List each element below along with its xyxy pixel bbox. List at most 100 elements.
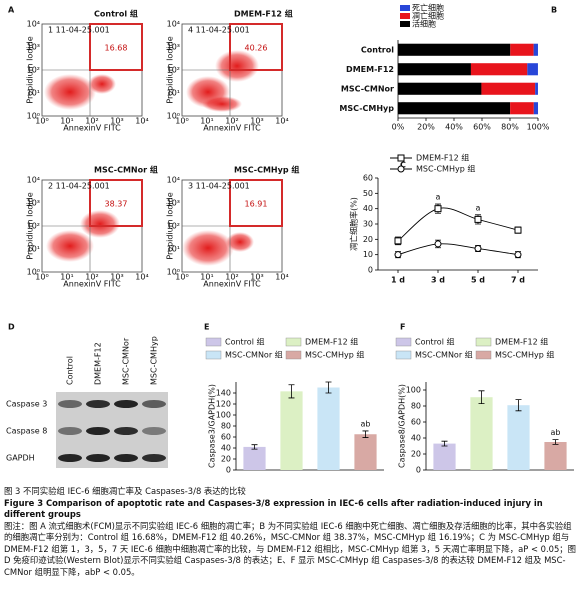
legend-label: 活细胞 xyxy=(412,19,436,29)
y-tick-label: 0 xyxy=(226,466,231,475)
y-tick-label: 10⁴ xyxy=(167,176,180,185)
x-tick-label: 10¹ xyxy=(60,273,73,282)
y-tick-label: 10² xyxy=(167,66,180,75)
bar-segment xyxy=(398,63,471,76)
gate-box xyxy=(229,179,283,227)
y-axis-label: Propidium Iodide xyxy=(166,36,175,103)
cell-cloud xyxy=(215,50,259,82)
gate-value: 40.26 xyxy=(245,44,268,53)
y-tick-label: 10¹ xyxy=(167,89,180,98)
file-label: 1 11-04-25.001 xyxy=(48,26,110,35)
cell-cloud xyxy=(182,230,234,266)
y-tick-label: 10² xyxy=(167,222,180,231)
gate-value: 38.37 xyxy=(105,200,128,209)
x-tick-label: 10⁴ xyxy=(275,117,288,126)
annotation: a xyxy=(436,193,441,202)
plot-title: Control 组 xyxy=(94,9,138,19)
bar xyxy=(507,405,530,470)
x-tick-label: 40% xyxy=(445,123,463,132)
marker xyxy=(394,251,402,259)
blot-band xyxy=(58,454,82,462)
y-tick-label: 50 xyxy=(363,189,373,198)
bar-segment xyxy=(535,82,538,95)
y-tick-label: 10⁰ xyxy=(167,112,180,121)
blot-band xyxy=(86,400,110,408)
bar-segment xyxy=(470,63,528,76)
blot-band xyxy=(114,454,138,462)
lane-label: DMEM-F12 xyxy=(94,342,103,385)
panel-label: E xyxy=(204,323,209,332)
legend-swatch xyxy=(475,350,492,360)
bar-segment xyxy=(527,63,538,76)
y-tick-label: 10² xyxy=(27,222,40,231)
x-tick-label: 3 d xyxy=(431,276,445,285)
series-line xyxy=(397,207,519,242)
panel-label: D xyxy=(8,323,15,332)
row-label: Caspase 8 xyxy=(6,427,47,436)
x-tick-label: 10⁴ xyxy=(275,273,288,282)
legend-swatch xyxy=(475,337,492,347)
legend-swatch xyxy=(400,5,410,11)
lane-label: MSC-CMHyp xyxy=(150,336,159,385)
x-tick-label: 10¹ xyxy=(60,117,73,126)
y-tick-label: 40 xyxy=(221,444,231,453)
y-tick-label: 10³ xyxy=(27,199,40,208)
y-axis-label: Caspase3/GAPDH(%) xyxy=(208,384,217,468)
error-bar xyxy=(552,439,559,445)
y-tick-label: 10⁰ xyxy=(27,268,40,277)
category-label: MSC-CMNor xyxy=(341,84,394,93)
y-tick-label: 10³ xyxy=(167,43,180,52)
lane-label: Control xyxy=(66,356,75,385)
y-tick-label: 40 xyxy=(363,204,373,213)
legend-label: DMEM-F12 组 xyxy=(495,337,548,347)
x-tick-label: 10⁴ xyxy=(135,117,148,126)
bar-segment xyxy=(533,43,538,56)
legend-label: MSC-CMNor 组 xyxy=(415,350,473,360)
x-tick-label: 10¹ xyxy=(200,117,213,126)
legend-label: DMEM-F12 组 xyxy=(416,153,469,163)
category-label: DMEM-F12 xyxy=(346,65,394,74)
marker xyxy=(434,240,442,248)
y-tick-label: 60 xyxy=(363,174,373,183)
annotation: ab xyxy=(551,428,561,437)
legend-label: MSC-CMHyp 组 xyxy=(495,350,554,360)
y-tick-label: 10⁰ xyxy=(167,268,180,277)
bar-segment xyxy=(533,102,539,115)
bar xyxy=(280,391,303,470)
legend-swatch xyxy=(395,350,412,360)
cell-cloud xyxy=(44,74,96,110)
marker xyxy=(474,245,482,253)
legend-label: MSC-CMNor 组 xyxy=(225,350,283,360)
legend-swatch xyxy=(285,337,302,347)
category-label: Control xyxy=(361,45,394,54)
y-tick-label: 10⁴ xyxy=(167,20,180,29)
y-axis-label: Caspase8/GAPDH(%) xyxy=(398,384,407,468)
y-tick-label: 10¹ xyxy=(27,245,40,254)
blot-band xyxy=(114,400,138,408)
y-tick-label: 10⁴ xyxy=(27,176,40,185)
blot-band xyxy=(58,427,82,435)
y-tick-label: 20 xyxy=(411,450,421,459)
y-tick-label: 0 xyxy=(416,466,421,475)
legend-marker xyxy=(397,154,405,162)
file-label: 4 11-04-25.001 xyxy=(188,26,250,35)
error-bar xyxy=(251,444,258,450)
x-axis-label: AnnexinV FITC xyxy=(63,124,121,133)
bar-segment xyxy=(398,43,511,56)
marker xyxy=(474,215,482,223)
bar xyxy=(243,446,266,470)
legend-swatch xyxy=(395,337,412,347)
gate-box xyxy=(89,23,143,71)
error-bar xyxy=(478,390,485,404)
category-label: MSC-CMHyp xyxy=(339,104,394,113)
plot-title: MSC-CMNor 组 xyxy=(94,165,158,175)
bar-segment xyxy=(510,102,534,115)
x-tick-label: 60% xyxy=(473,123,491,132)
x-tick-label: 10⁰ xyxy=(175,273,188,282)
annotation: ab xyxy=(361,419,371,428)
error-bar xyxy=(515,399,522,412)
blot-band xyxy=(142,427,166,435)
legend-label: 凋亡细胞 xyxy=(412,11,444,21)
